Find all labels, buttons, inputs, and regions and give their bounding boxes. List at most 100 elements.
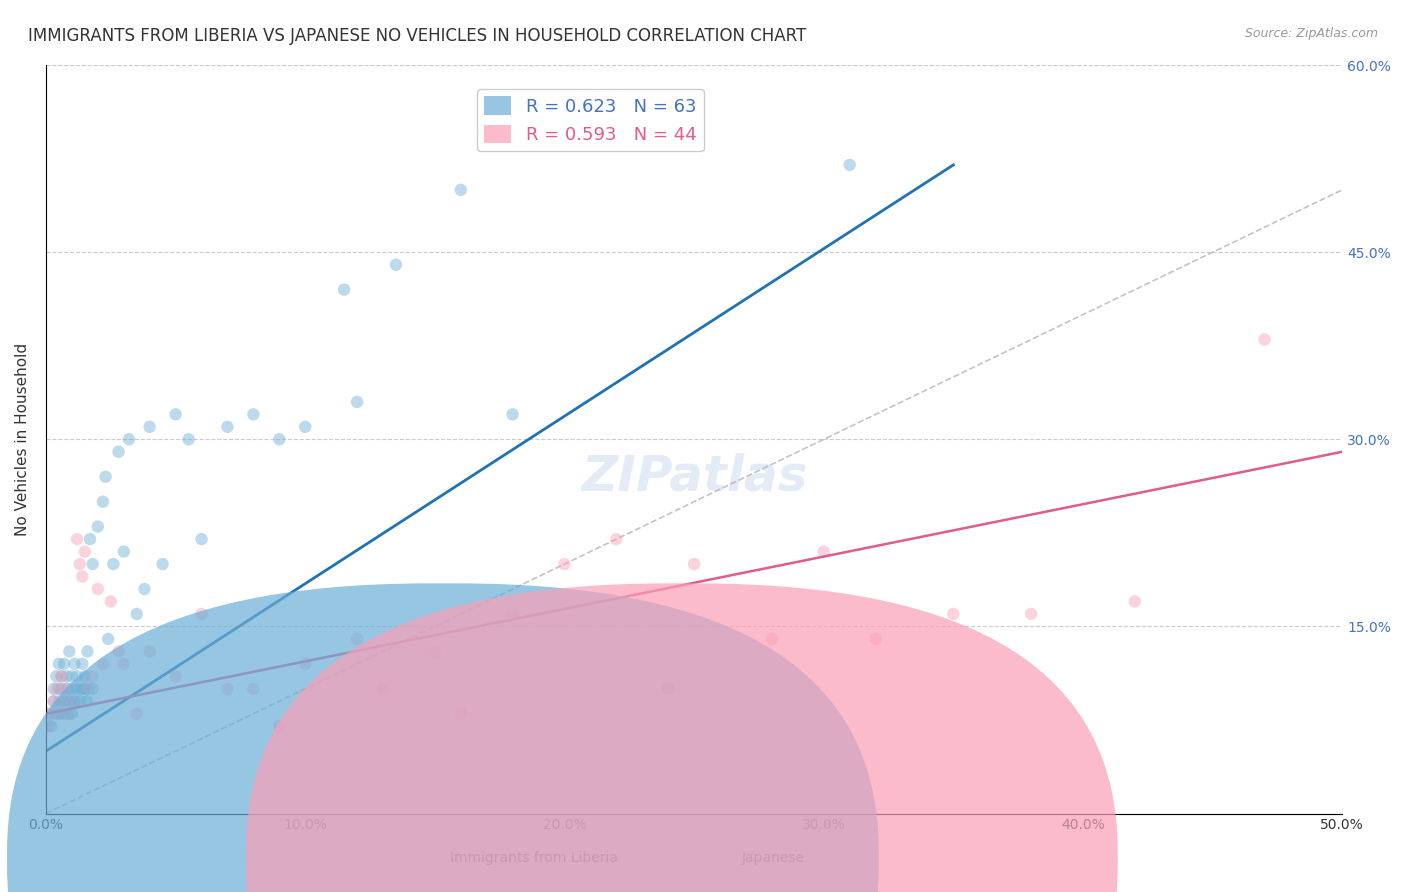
Point <box>53 657 76 671</box>
Point <box>217 681 239 696</box>
Point <box>48 694 70 708</box>
Point <box>51 669 73 683</box>
Point <box>683 557 706 571</box>
Point <box>66 532 89 546</box>
Point <box>134 582 156 596</box>
Point <box>1123 594 1146 608</box>
Point <box>942 607 965 621</box>
Point <box>39 706 62 721</box>
Point <box>294 420 316 434</box>
Point <box>42 681 65 696</box>
Point <box>502 607 524 621</box>
Point <box>269 719 291 733</box>
Point <box>242 408 264 422</box>
Point <box>165 408 187 422</box>
Point <box>82 681 104 696</box>
Point <box>55 706 77 721</box>
Point <box>60 681 83 696</box>
Point <box>76 681 98 696</box>
Point <box>51 681 73 696</box>
Point <box>125 706 148 721</box>
Point <box>112 544 135 558</box>
Point <box>138 644 160 658</box>
Point <box>63 657 86 671</box>
Point <box>55 681 77 696</box>
Text: ZIPatlas: ZIPatlas <box>581 453 807 500</box>
Point <box>346 632 368 646</box>
Point <box>657 681 679 696</box>
Point <box>69 557 91 571</box>
Point <box>217 420 239 434</box>
Point <box>553 557 575 571</box>
Point <box>1019 607 1042 621</box>
Point <box>118 433 141 447</box>
Point <box>87 582 110 596</box>
Point <box>107 644 129 658</box>
Point <box>1253 333 1275 347</box>
Point <box>72 657 94 671</box>
Point <box>55 681 77 696</box>
Point <box>605 532 627 546</box>
Point <box>60 694 83 708</box>
Point <box>94 469 117 483</box>
Point <box>76 644 98 658</box>
Point <box>190 607 212 621</box>
Point <box>177 433 200 447</box>
Text: IMMIGRANTS FROM LIBERIA VS JAPANESE NO VEHICLES IN HOUSEHOLD CORRELATION CHART: IMMIGRANTS FROM LIBERIA VS JAPANESE NO V… <box>28 27 807 45</box>
Point <box>269 433 291 447</box>
Y-axis label: No Vehicles in Household: No Vehicles in Household <box>15 343 30 536</box>
Point <box>423 644 446 658</box>
Point <box>103 557 125 571</box>
Point <box>865 632 887 646</box>
Point <box>190 532 212 546</box>
Point <box>60 669 83 683</box>
Point <box>53 694 76 708</box>
Point <box>63 694 86 708</box>
Point <box>58 706 80 721</box>
Point <box>761 632 783 646</box>
Point <box>55 669 77 683</box>
Point <box>333 283 356 297</box>
Point <box>66 669 89 683</box>
Point <box>48 706 70 721</box>
Point <box>91 494 114 508</box>
Point <box>79 532 101 546</box>
Point <box>242 681 264 696</box>
Point <box>385 258 408 272</box>
Point <box>51 669 73 683</box>
Point <box>346 395 368 409</box>
Point <box>73 544 96 558</box>
Point <box>45 669 67 683</box>
Point <box>60 706 83 721</box>
Point <box>73 681 96 696</box>
Point <box>51 706 73 721</box>
Text: Japanese: Japanese <box>742 851 804 865</box>
Point <box>58 694 80 708</box>
Point <box>72 681 94 696</box>
Point <box>97 632 120 646</box>
Point <box>450 706 472 721</box>
Point <box>138 420 160 434</box>
Point <box>45 681 67 696</box>
Point <box>69 694 91 708</box>
Point <box>73 669 96 683</box>
Point <box>38 719 60 733</box>
Text: Immigrants from Liberia: Immigrants from Liberia <box>450 851 619 865</box>
Point <box>112 657 135 671</box>
Point <box>502 408 524 422</box>
Point <box>152 557 174 571</box>
Point <box>579 120 602 135</box>
Point <box>53 694 76 708</box>
Point <box>107 444 129 458</box>
Point <box>66 681 89 696</box>
Point <box>58 644 80 658</box>
Point <box>82 669 104 683</box>
Point <box>813 544 835 558</box>
Legend: R = 0.623   N = 63, R = 0.593   N = 44: R = 0.623 N = 63, R = 0.593 N = 44 <box>477 89 704 152</box>
Point <box>82 557 104 571</box>
Point <box>38 706 60 721</box>
Point <box>42 694 65 708</box>
Point <box>76 694 98 708</box>
Point <box>450 183 472 197</box>
Point <box>371 681 394 696</box>
